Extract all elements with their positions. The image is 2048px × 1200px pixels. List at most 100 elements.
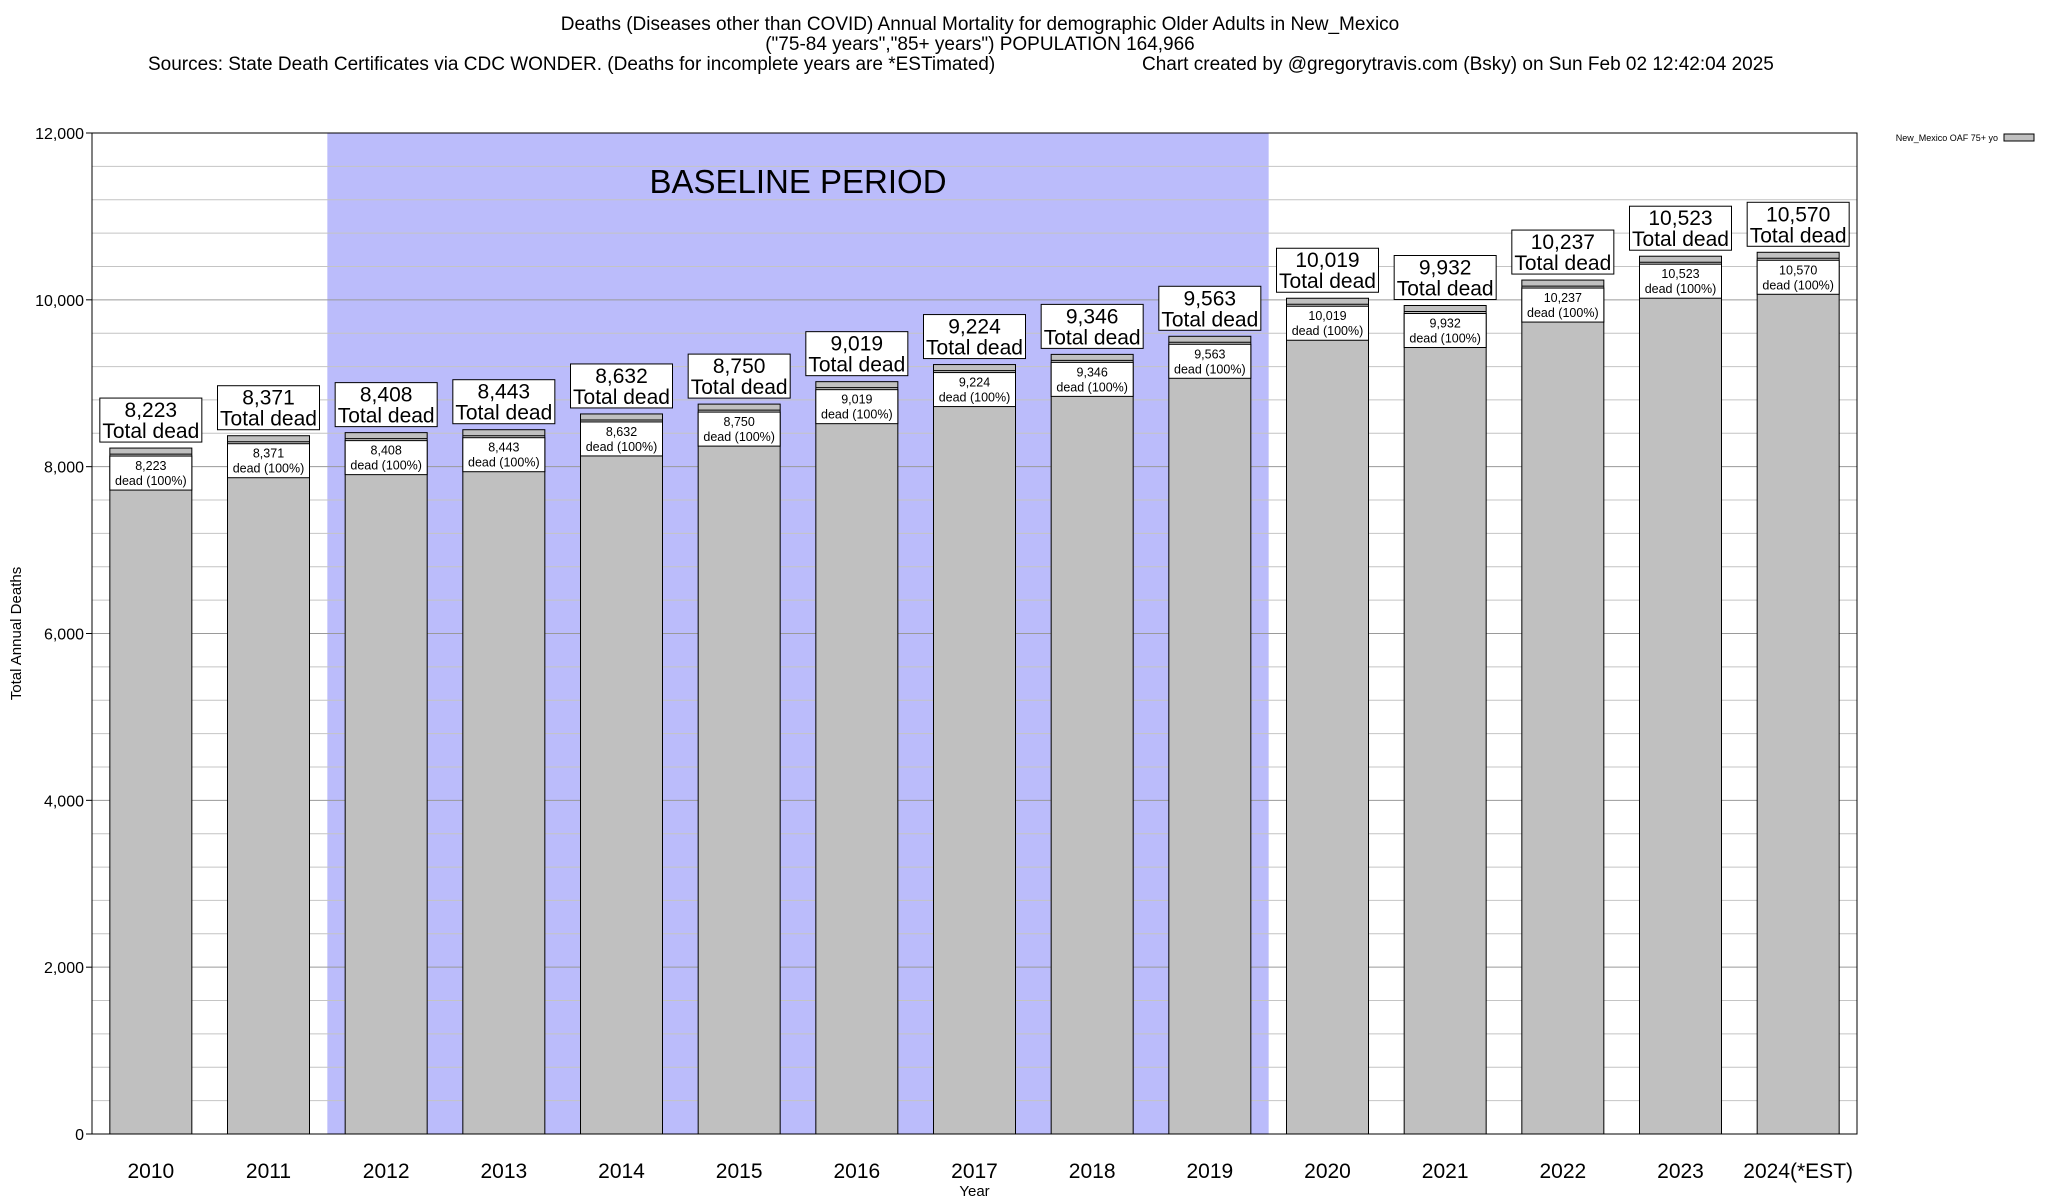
total-dead-label: Total dead xyxy=(1044,326,1141,349)
inner-percent-label: dead (100%) xyxy=(350,459,422,473)
bar-2010 xyxy=(109,447,193,1135)
total-dead-label: Total dead xyxy=(1514,252,1611,275)
total-label-box xyxy=(1393,255,1497,301)
inner-value-label: 10,237 xyxy=(1544,291,1582,305)
bar-2011 xyxy=(227,435,310,1135)
bar-2023 xyxy=(1639,255,1722,1135)
y-tick-label: 4,000 xyxy=(44,793,84,810)
bar-2015 xyxy=(697,403,781,1135)
total-label-box xyxy=(1511,229,1615,275)
total-value-label: 10,523 xyxy=(1648,207,1712,230)
total-label-box xyxy=(687,353,791,399)
inner-label-box xyxy=(697,411,781,447)
bar-2020 xyxy=(1286,297,1369,1135)
total-value-label: 9,932 xyxy=(1419,257,1472,280)
total-label-box xyxy=(217,385,320,431)
bar-2013 xyxy=(462,429,546,1135)
total-label-box xyxy=(1746,201,1850,247)
chart-title: Deaths (Diseases other than COVID) Annua… xyxy=(560,14,1400,35)
inner-value-label: 10,019 xyxy=(1308,309,1346,323)
total-value-label: 9,563 xyxy=(1184,287,1237,310)
total-label-box xyxy=(805,331,909,377)
total-value-label: 10,570 xyxy=(1766,203,1830,226)
total-label-box xyxy=(1040,303,1144,349)
bar-2022 xyxy=(1521,279,1605,1135)
bar-2016 xyxy=(815,381,899,1135)
total-dead-label: Total dead xyxy=(573,386,670,409)
total-value-label: 8,223 xyxy=(125,399,178,422)
y-tick-label: 6,000 xyxy=(44,627,84,644)
total-label-box xyxy=(452,379,556,425)
inner-value-label: 9,563 xyxy=(1194,347,1225,361)
x-tick-label: 2023 xyxy=(1657,1160,1704,1183)
total-value-label: 10,237 xyxy=(1531,231,1595,254)
total-label-box xyxy=(570,363,673,409)
bar-2019 xyxy=(1168,335,1252,1135)
total-label-box xyxy=(923,314,1026,360)
total-label-box xyxy=(334,382,438,428)
x-tick-label: 2022 xyxy=(1539,1160,1586,1183)
x-tick-label: 2018 xyxy=(1069,1160,1116,1183)
x-axis-title: Year xyxy=(959,1183,989,1200)
inner-label-box xyxy=(344,440,428,476)
inner-value-label: 9,932 xyxy=(1430,317,1461,331)
inner-percent-label: dead (100%) xyxy=(703,430,775,444)
inner-label-box xyxy=(227,443,310,479)
inner-label-box xyxy=(1403,313,1487,349)
inner-percent-label: dead (100%) xyxy=(1409,332,1481,346)
total-value-label: 10,019 xyxy=(1295,249,1359,272)
total-value-label: 9,346 xyxy=(1066,305,1119,328)
inner-value-label: 8,408 xyxy=(371,444,402,458)
inner-percent-label: dead (100%) xyxy=(1292,324,1364,338)
total-value-label: 8,371 xyxy=(242,387,295,410)
bar-2017 xyxy=(933,364,1016,1135)
total-label-box xyxy=(99,397,203,443)
total-value-label: 8,750 xyxy=(713,355,766,378)
inner-label-box xyxy=(1050,361,1134,397)
total-dead-label: Total dead xyxy=(1750,224,1847,247)
y-tick-label: 2,000 xyxy=(44,960,84,977)
total-label-box xyxy=(1276,247,1379,293)
total-dead-label: Total dead xyxy=(808,354,905,377)
total-dead-label: Total dead xyxy=(1279,270,1376,293)
total-value-label: 8,443 xyxy=(478,381,531,404)
inner-label-box xyxy=(1756,259,1840,295)
inner-label-box xyxy=(1286,305,1369,341)
inner-percent-label: dead (100%) xyxy=(821,408,893,422)
bar-2018 xyxy=(1050,353,1134,1135)
chart-sources: Sources: State Death Certificates via CD… xyxy=(148,54,996,75)
inner-label-box xyxy=(1168,343,1252,379)
total-dead-label: Total dead xyxy=(1397,278,1494,301)
total-value-label: 8,408 xyxy=(360,384,413,407)
x-tick-label: 2013 xyxy=(480,1160,527,1183)
x-tick-label: 2017 xyxy=(951,1160,998,1183)
inner-label-box xyxy=(1639,263,1722,299)
total-dead-label: Total dead xyxy=(691,376,788,399)
inner-label-box xyxy=(462,437,546,473)
total-dead-label: Total dead xyxy=(926,337,1023,360)
inner-value-label: 8,750 xyxy=(724,415,755,429)
total-dead-label: Total dead xyxy=(1632,228,1729,251)
total-label-box xyxy=(1629,205,1732,251)
inner-percent-label: dead (100%) xyxy=(1527,306,1599,320)
y-tick-label: 0 xyxy=(75,1127,84,1144)
total-dead-label: Total dead xyxy=(102,420,199,443)
bar-2024(*EST) xyxy=(1756,251,1840,1135)
bar-2014 xyxy=(580,413,663,1135)
inner-value-label: 9,346 xyxy=(1077,365,1108,379)
total-dead-label: Total dead xyxy=(338,405,435,428)
inner-value-label: 8,632 xyxy=(606,425,637,439)
y-tick-label: 12,000 xyxy=(35,126,84,143)
bar-2021 xyxy=(1403,305,1487,1135)
legend-swatch xyxy=(2003,133,2035,142)
legend-label: New_Mexico OAF 75+ yo xyxy=(1896,133,1998,143)
inner-value-label: 8,443 xyxy=(488,441,519,455)
inner-percent-label: dead (100%) xyxy=(939,391,1011,405)
total-dead-label: Total dead xyxy=(1161,308,1258,331)
inner-percent-label: dead (100%) xyxy=(233,462,305,476)
chart-credit: Chart created by @gregorytravis.com (Bsk… xyxy=(1142,54,1774,75)
x-tick-label: 2020 xyxy=(1304,1160,1351,1183)
inner-percent-label: dead (100%) xyxy=(115,474,187,488)
inner-value-label: 9,224 xyxy=(959,376,990,390)
